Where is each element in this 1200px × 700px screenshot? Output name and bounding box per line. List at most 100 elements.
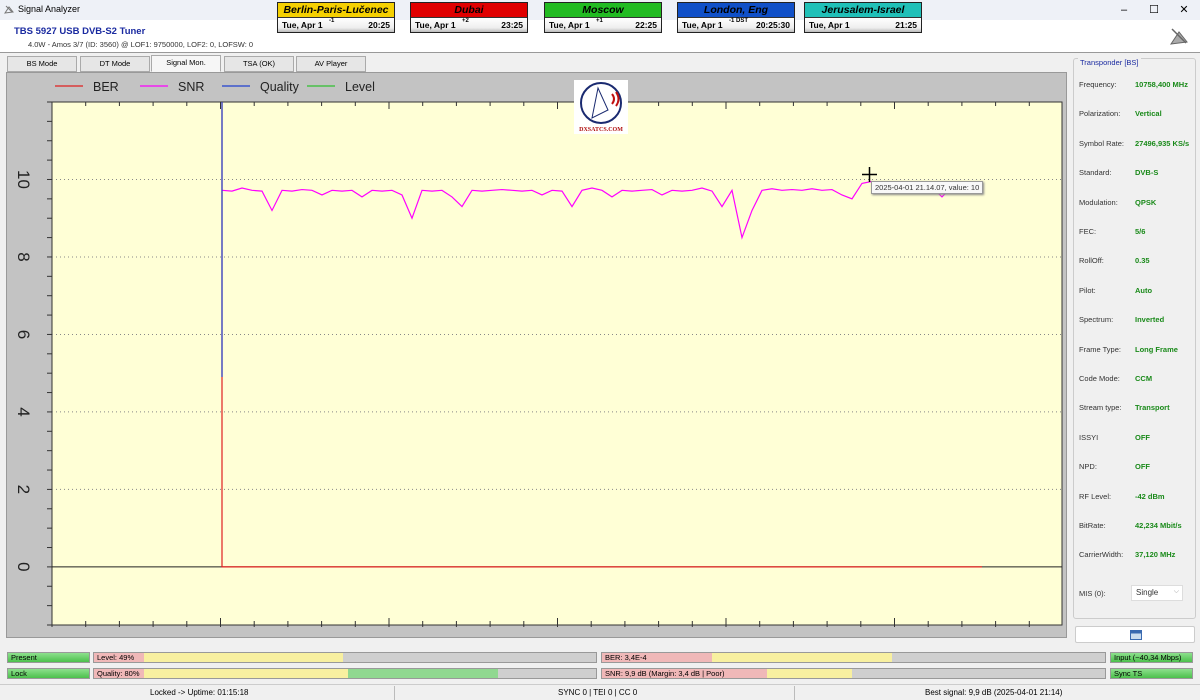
ber-label: BER: 3,4E-4 <box>605 653 647 662</box>
row-value: CCM <box>1135 374 1153 383</box>
quality-label: Quality: 80% <box>97 669 140 678</box>
mis-label: MIS (0): <box>1079 589 1106 598</box>
transponder-title: Transponder [BS] <box>1078 58 1141 67</box>
transponder-row: RollOff: 0.35 <box>1079 256 1197 265</box>
row-label: Code Mode: <box>1079 374 1120 383</box>
clock-city: Moscow <box>545 3 661 18</box>
clock-offset: +1 <box>596 18 603 24</box>
row-label: CarrierWidth: <box>1079 550 1124 560</box>
transponder-row: Pilot: Auto <box>1079 286 1197 295</box>
tab-signal-mon[interactable]: Signal Mon. <box>151 55 221 72</box>
window-icon <box>1130 630 1142 640</box>
clock-time: 22:25 <box>635 20 657 30</box>
tab-bs-mode[interactable]: BS Mode <box>7 56 77 72</box>
ber-bar: BER: 3,4E-4 <box>601 652 1106 663</box>
row-value: Vertical <box>1135 109 1162 119</box>
row-label: FEC: <box>1079 227 1097 236</box>
legend-label-level: Level <box>345 80 375 94</box>
transponder-row: Code Mode: CCM <box>1079 374 1197 383</box>
y-tick-label: 2 <box>14 485 33 494</box>
row-value: 27496,935 KS/s <box>1135 138 1190 148</box>
transponder-row: ISSYI OFF <box>1079 433 1197 442</box>
row-label: Polarization: <box>1079 109 1121 119</box>
transponder-row: Polarization: Vertical <box>1079 109 1197 118</box>
quality-bar: Quality: 80% <box>93 668 597 679</box>
transponder-row: Standard: DVB-S <box>1079 168 1197 177</box>
transponder-row: Stream type: Transport <box>1079 403 1197 412</box>
snr-label: SNR: 9,9 dB (Margin: 3,4 dB | Poor) <box>605 669 725 678</box>
clock-date: Tue, Apr 1 <box>282 20 323 30</box>
transponder-row: RF Level: -42 dBm <box>1079 492 1197 501</box>
clock-4: Jerusalem-Israel Tue, Apr 1 21:25 <box>804 2 922 33</box>
row-value: OFF <box>1135 462 1150 472</box>
best-signal-status: Best signal: 9,9 dB (2025-04-01 21:14) <box>925 688 1063 697</box>
y-tick-label: 4 <box>14 407 33 416</box>
window-title: Signal Analyzer <box>18 4 81 14</box>
tuner-details: 4.0W - Amos 3/7 (ID: 3560) @ LOF1: 97500… <box>28 40 254 49</box>
legend-label-quality: Quality <box>260 80 300 94</box>
sync-ts-indicator: Sync TS <box>1110 668 1193 679</box>
legend-label-ber: BER <box>93 80 119 94</box>
clock-city: Berlin-Paris-Lučenec <box>278 3 394 18</box>
minimize-button[interactable]: – <box>1120 4 1128 16</box>
maximize-button[interactable]: ☐ <box>1149 4 1159 16</box>
clock-city: London, Eng <box>678 3 794 18</box>
row-value: Auto <box>1135 285 1153 295</box>
transponder-row: Modulation: QPSK <box>1079 198 1197 207</box>
row-value: 37,120 MHz <box>1135 550 1176 560</box>
row-label: Standard: <box>1079 168 1112 178</box>
row-label: Stream type: <box>1079 403 1122 413</box>
window-toggle-button[interactable] <box>1075 626 1195 643</box>
y-tick-label: 6 <box>14 330 33 339</box>
present-indicator: Present <box>7 652 90 663</box>
mis-value: Single <box>1136 588 1159 597</box>
tuner-name: TBS 5927 USB DVB-S2 Tuner <box>14 26 146 37</box>
clock-time: 23:25 <box>501 20 523 30</box>
clock-date: Tue, Apr 1 <box>809 20 850 30</box>
transponder-row: Frame Type: Long Frame <box>1079 345 1197 354</box>
dxsatcs-logo: DXSATCS.COM <box>574 80 628 134</box>
uptime-status: Locked -> Uptime: 01:15:18 <box>150 688 249 697</box>
row-value: QPSK <box>1135 197 1157 207</box>
row-value: DVB-S <box>1135 168 1159 178</box>
clock-0: Berlin-Paris-Lučenec Tue, Apr 1 -1 20:25 <box>277 2 395 33</box>
clock-2: Moscow Tue, Apr 1 +1 22:25 <box>544 2 662 33</box>
close-button[interactable]: ✕ <box>1179 4 1189 16</box>
mis-select[interactable]: Single ⌵ <box>1131 585 1183 601</box>
status-bar: Locked -> Uptime: 01:15:18 SYNC 0 | TEI … <box>0 684 1200 700</box>
row-value: 5/6 <box>1135 227 1146 236</box>
row-label: Modulation: <box>1079 197 1118 207</box>
row-label: Frame Type: <box>1079 344 1121 354</box>
row-value: -42 dBm <box>1135 491 1165 501</box>
row-label: Frequency: <box>1079 80 1117 89</box>
clock-offset: +2 <box>462 18 469 24</box>
lock-indicator: Lock <box>7 668 90 679</box>
row-value: OFF <box>1135 432 1150 442</box>
clock-offset: -1 <box>329 18 335 24</box>
clock-1: Dubai Tue, Apr 1 +2 23:25 <box>410 2 528 33</box>
row-label: Symbol Rate: <box>1079 138 1125 148</box>
transponder-row: Frequency: 10758,400 MHz <box>1079 80 1197 89</box>
clock-city: Jerusalem-Israel <box>805 3 921 18</box>
signal-chart[interactable]: 0 2 4 6 8 10 BER SNR Quality Level <box>0 0 1070 640</box>
counters-status: SYNC 0 | TEI 0 | CC 0 <box>558 688 638 697</box>
crosshair-cursor-icon <box>862 167 877 182</box>
row-label: RF Level: <box>1079 491 1112 501</box>
tab-dt-mode[interactable]: DT Mode <box>80 56 150 72</box>
satellite-dish-icon[interactable] <box>1168 26 1190 46</box>
level-label: Level: 49% <box>97 653 135 662</box>
row-value: 42,234 Mbit/s <box>1135 521 1182 530</box>
tab-av-player[interactable]: AV Player <box>296 56 366 72</box>
clock-time: 20:25:30 <box>755 20 790 30</box>
input-indicator: Input (~40,34 Mbps) <box>1110 652 1193 663</box>
clock-time: 20:25 <box>368 20 390 30</box>
clock-city: Dubai <box>411 3 527 18</box>
clock-time: 21:25 <box>895 20 917 30</box>
clock-date: Tue, Apr 1 <box>415 20 456 30</box>
transponder-row: FEC: 5/6 <box>1079 227 1197 236</box>
tab-tsa[interactable]: TSA (OK) <box>224 56 294 72</box>
chart-tooltip: 2025-04-01 21.14.07, value: 10 <box>871 181 984 194</box>
row-value: Inverted <box>1135 315 1165 325</box>
transponder-row: Symbol Rate: 27496,935 KS/s <box>1079 139 1197 148</box>
clock-date: Tue, Apr 1 <box>682 20 723 30</box>
